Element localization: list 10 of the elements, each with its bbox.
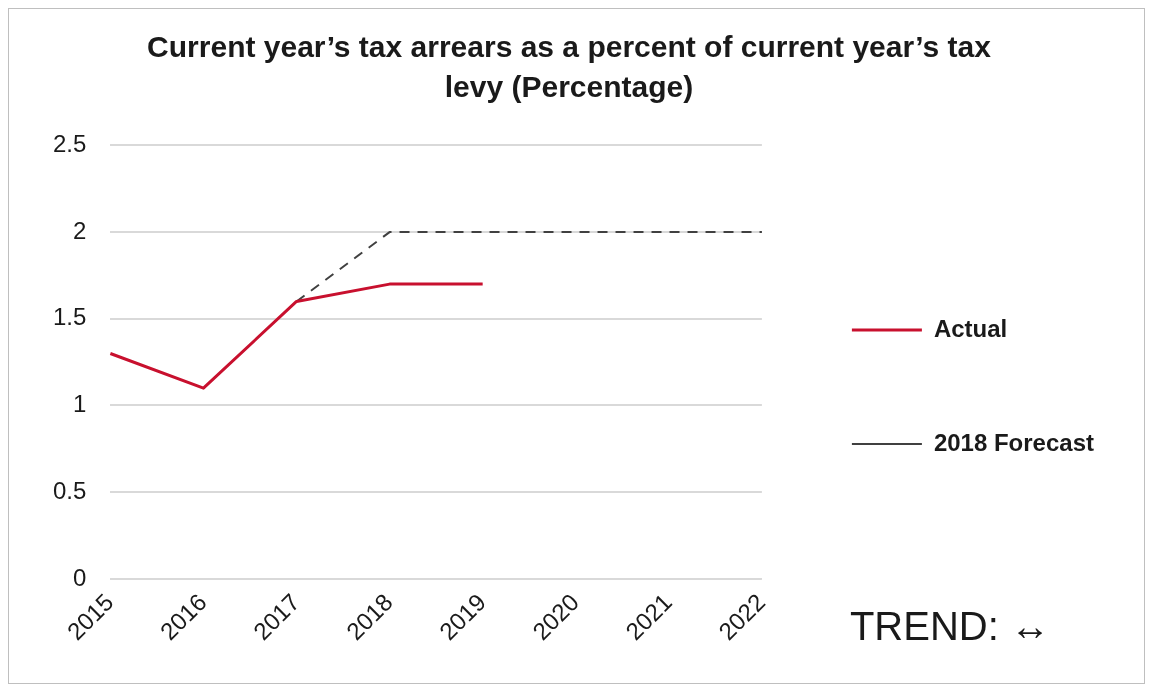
y-tick-label: 0 xyxy=(73,563,87,591)
y-tick-label: 2 xyxy=(73,216,87,244)
legend-label: 2018 Forecast xyxy=(933,428,1095,456)
y-tick-label: 0.5 xyxy=(52,476,87,504)
y-tick-label: 1 xyxy=(73,390,87,418)
text: TREND: ↔ xyxy=(849,603,1050,648)
legend-label: Actual xyxy=(933,314,1008,342)
y-tick-label: 1.5 xyxy=(52,303,87,331)
chart-title: Current year’s tax arrears as a percent of current year’s tax levy (Percentage) xyxy=(146,29,992,105)
y-tick-label: 2.5 xyxy=(52,130,87,158)
